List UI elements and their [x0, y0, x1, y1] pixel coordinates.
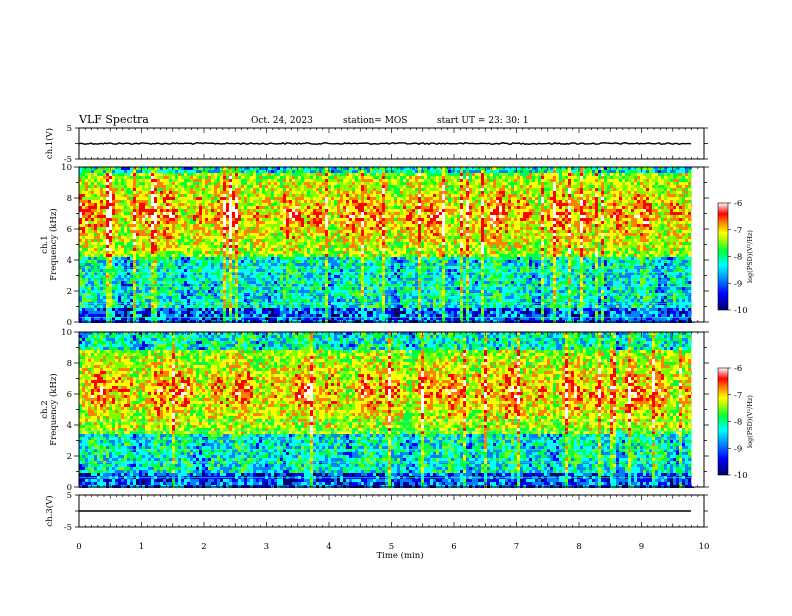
colorbar-tick-label: -8 [734, 418, 742, 428]
x-tick-label: 6 [451, 542, 456, 552]
colorbar-label: log(PSD)(V²/Hz) [746, 395, 754, 448]
y-tick-label: 2 [67, 287, 72, 297]
y-axis-label: Frequency (kHz) [48, 373, 59, 445]
colorbar-tick-label: -10 [734, 306, 748, 316]
colorbar-tick-label: -6 [734, 364, 742, 374]
colorbar-tick-label: -8 [734, 253, 742, 263]
x-tick-label: 4 [326, 542, 331, 552]
y-tick-label: 8 [67, 194, 72, 204]
y-tick-label: 10 [61, 328, 72, 338]
y-tick-label: 6 [67, 225, 72, 235]
y-axis-label: Frequency (kHz) [48, 208, 59, 280]
y-tick-label: 0 [67, 318, 72, 328]
y-axis-label: ch.3(V) [44, 495, 55, 526]
y-tick-label: 4 [67, 421, 72, 431]
y-tick-label: 8 [67, 359, 72, 369]
colorbar-label: log(PSD)(V²/Hz) [746, 230, 754, 283]
colorbar-tick-label: -7 [734, 391, 742, 401]
y-tick-label: 5 [67, 124, 72, 134]
y-tick-label: 2 [67, 452, 72, 462]
x-tick-label: 10 [699, 542, 710, 552]
colorbar-tick-label: -10 [734, 471, 748, 481]
x-tick-label: 3 [264, 542, 269, 552]
y-tick-label: 10 [61, 163, 72, 173]
chart-title: VLF Spectra [78, 113, 149, 126]
spectrogram-ch1 [79, 167, 704, 323]
waveform-line [79, 143, 691, 145]
x-axis-label: Time (min) [376, 550, 423, 561]
colorbar: -6 -7 -8 -9 -10 log(PSD)(V²/Hz) [718, 364, 754, 481]
x-tick-label: 7 [514, 542, 519, 552]
y-tick-label: 4 [67, 256, 72, 266]
y-axis-label: ch.1(V) [44, 128, 55, 159]
y-tick-label: 5 [67, 491, 72, 501]
x-tick-label: 2 [201, 542, 206, 552]
colorbar: -6 -7 -8 -9 -10 log(PSD)(V²/Hz) [718, 199, 754, 316]
x-tick-label: 9 [639, 542, 644, 552]
header-station: station= MOS [343, 116, 407, 126]
x-tick-label: 0 [76, 542, 81, 552]
spectrogram-ch2 [79, 332, 704, 488]
colorbar-tick-label: -9 [734, 444, 742, 454]
colorbar-tick-label: -7 [734, 226, 742, 236]
colorbar-tick-label: -9 [734, 279, 742, 289]
y-tick-label: 6 [67, 390, 72, 400]
panel-axes: 5 -5 ch.3(V) [44, 491, 708, 533]
x-tick-label: 8 [576, 542, 581, 552]
x-tick-label: 1 [139, 542, 144, 552]
colorbar-tick-label: -6 [734, 199, 742, 209]
panel-axes: 5-5ch.1(V) [44, 124, 708, 165]
waveform-ch1 [79, 143, 691, 145]
header-date: Oct. 24, 2023 [251, 116, 313, 126]
y-tick-label: -5 [64, 523, 72, 533]
header-start-time: start UT = 23: 30: 1 [437, 116, 529, 126]
